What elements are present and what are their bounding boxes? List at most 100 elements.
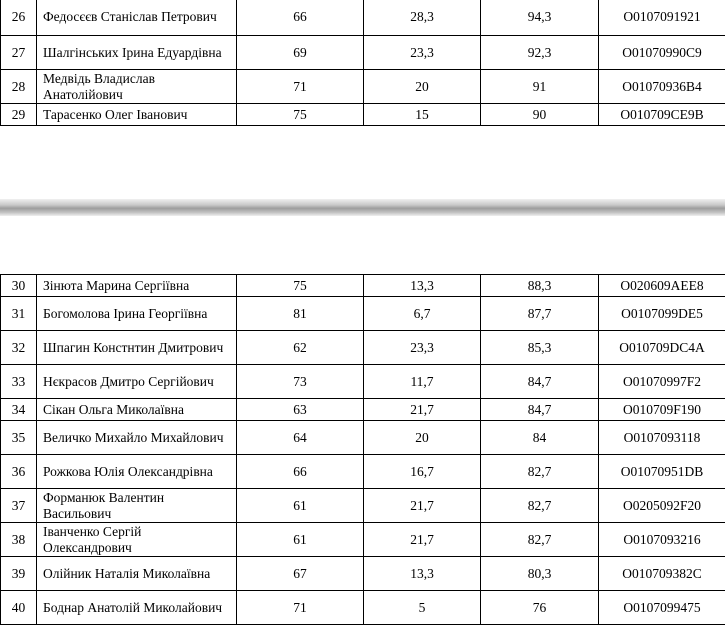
score-2: 6,7 bbox=[363, 296, 481, 331]
score-2: 21,7 bbox=[363, 488, 481, 523]
score-2: 23,3 bbox=[363, 35, 481, 70]
score-2: 23,3 bbox=[363, 330, 481, 365]
certificate-code: O01070951DB bbox=[598, 454, 725, 489]
score-1: 62 bbox=[236, 330, 364, 365]
full-name: Богомолова Ірина Георгіївна bbox=[36, 296, 237, 331]
row-number: 34 bbox=[0, 398, 37, 421]
table-row: 31 Богомолова Ірина Георгіївна 81 6,7 87,7 O0… bbox=[0, 296, 725, 331]
row-number: 35 bbox=[0, 420, 37, 455]
certificate-code: O020609AEE8 bbox=[598, 274, 725, 297]
row-number: 33 bbox=[0, 364, 37, 399]
full-name: Рожкова Юлія Олександрівна bbox=[36, 454, 237, 489]
certificate-code: O0107099DE5 bbox=[598, 296, 725, 331]
total-score: 80,3 bbox=[480, 556, 599, 591]
table-row: 33 Нєкрасов Дмитро Сергійович 73 11,7 84,7 O0… bbox=[0, 364, 725, 399]
total-score: 76 bbox=[480, 590, 599, 625]
table-row: 35 Величко Михайло Михайлович 64 20 84 O01070… bbox=[0, 420, 725, 455]
score-1: 61 bbox=[236, 522, 364, 557]
total-score: 91 bbox=[480, 69, 599, 104]
score-1: 81 bbox=[236, 296, 364, 331]
score-1: 75 bbox=[236, 274, 364, 297]
score-1: 64 bbox=[236, 420, 364, 455]
full-name: Боднар Анатолій Миколайович bbox=[36, 590, 237, 625]
certificate-code: O0107093118 bbox=[598, 420, 725, 455]
score-2: 21,7 bbox=[363, 398, 481, 421]
row-number: 27 bbox=[0, 35, 37, 70]
total-score: 90 bbox=[480, 103, 599, 126]
total-score: 82,7 bbox=[480, 454, 599, 489]
full-name: Медвідь Владислав Анатолійович bbox=[36, 69, 237, 104]
total-score: 87,7 bbox=[480, 296, 599, 331]
total-score: 88,3 bbox=[480, 274, 599, 297]
score-1: 71 bbox=[236, 69, 364, 104]
row-number: 32 bbox=[0, 330, 37, 365]
score-2: 13,3 bbox=[363, 274, 481, 297]
row-number: 36 bbox=[0, 454, 37, 489]
certificate-code: O010709F190 bbox=[598, 398, 725, 421]
full-name: Зінюта Марина Сергіївна bbox=[36, 274, 237, 297]
total-score: 84 bbox=[480, 420, 599, 455]
full-name: Олійник Наталія Миколаївна bbox=[36, 556, 237, 591]
row-number: 39 bbox=[0, 556, 37, 591]
page-separator bbox=[0, 199, 725, 216]
certificate-code: O0107093216 bbox=[598, 522, 725, 557]
table-row: 40 Боднар Анатолій Миколайович 71 5 76 O01070… bbox=[0, 590, 725, 625]
score-2: 20 bbox=[363, 69, 481, 104]
table-row: 30 Зінюта Марина Сергіївна 75 13,3 88,3 O0206… bbox=[0, 274, 725, 297]
score-1: 71 bbox=[236, 590, 364, 625]
total-score: 84,7 bbox=[480, 364, 599, 399]
score-2: 11,7 bbox=[363, 364, 481, 399]
score-1: 66 bbox=[236, 0, 364, 36]
score-2: 15 bbox=[363, 103, 481, 126]
full-name: Нєкрасов Дмитро Сергійович bbox=[36, 364, 237, 399]
certificate-code: O01070997F2 bbox=[598, 364, 725, 399]
table-row: 29 Тарасенко Олег Іванович 75 15 90 O010709CE… bbox=[0, 103, 725, 126]
total-score: 94,3 bbox=[480, 0, 599, 36]
certificate-code: O0107091921 bbox=[598, 0, 725, 36]
score-1: 63 bbox=[236, 398, 364, 421]
certificate-code: O01070990C9 bbox=[598, 35, 725, 70]
row-number: 38 bbox=[0, 522, 37, 557]
full-name: Форманюк Валентин Васильович bbox=[36, 488, 237, 523]
certificate-code: O010709CE9B bbox=[598, 103, 725, 126]
score-1: 67 bbox=[236, 556, 364, 591]
table-row: 28 Медвідь Владислав Анатолійович 71 20 91 O0… bbox=[0, 69, 725, 104]
full-name: Іванченко Сергій Олександрович bbox=[36, 522, 237, 557]
full-name: Шалгінських Ірина Едуардівна bbox=[36, 35, 237, 70]
total-score: 84,7 bbox=[480, 398, 599, 421]
row-number: 40 bbox=[0, 590, 37, 625]
table-row: 39 Олійник Наталія Миколаївна 67 13,3 80,3 O0… bbox=[0, 556, 725, 591]
full-name: Шпагин Констнтин Дмитрович bbox=[36, 330, 237, 365]
certificate-code: O01070936B4 bbox=[598, 69, 725, 104]
table-row: 36 Рожкова Юлія Олександрівна 66 16,7 82,7 O0… bbox=[0, 454, 725, 489]
full-name: Тарасенко Олег Іванович bbox=[36, 103, 237, 126]
row-number: 28 bbox=[0, 69, 37, 104]
score-2: 13,3 bbox=[363, 556, 481, 591]
certificate-code: O010709382C bbox=[598, 556, 725, 591]
total-score: 82,7 bbox=[480, 522, 599, 557]
table-row: 37 Форманюк Валентин Васильович 61 21,7 82,7… bbox=[0, 488, 725, 523]
score-1: 75 bbox=[236, 103, 364, 126]
score-2: 20 bbox=[363, 420, 481, 455]
results-table-top: 26 Федосєєв Станіслав Петрович 66 28,3 94,3 O… bbox=[0, 0, 725, 126]
table-row: 34 Сікан Ольга Миколаївна 63 21,7 84,7 O01070… bbox=[0, 398, 725, 421]
score-2: 28,3 bbox=[363, 0, 481, 36]
score-1: 66 bbox=[236, 454, 364, 489]
score-1: 69 bbox=[236, 35, 364, 70]
row-number: 26 bbox=[0, 0, 37, 36]
score-2: 16,7 bbox=[363, 454, 481, 489]
certificate-code: O0205092F20 bbox=[598, 488, 725, 523]
row-number: 31 bbox=[0, 296, 37, 331]
results-table-bottom: 30 Зінюта Марина Сергіївна 75 13,3 88,3 O0206… bbox=[0, 274, 725, 625]
full-name: Сікан Ольга Миколаївна bbox=[36, 398, 237, 421]
total-score: 82,7 bbox=[480, 488, 599, 523]
total-score: 85,3 bbox=[480, 330, 599, 365]
certificate-code: O0107099475 bbox=[598, 590, 725, 625]
total-score: 92,3 bbox=[480, 35, 599, 70]
full-name: Федосєєв Станіслав Петрович bbox=[36, 0, 237, 36]
score-2: 5 bbox=[363, 590, 481, 625]
score-1: 73 bbox=[236, 364, 364, 399]
score-1: 61 bbox=[236, 488, 364, 523]
row-number: 37 bbox=[0, 488, 37, 523]
table-row: 38 Іванченко Сергій Олександрович 61 21,7 82… bbox=[0, 522, 725, 557]
